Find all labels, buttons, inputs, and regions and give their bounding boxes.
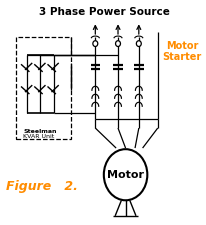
Text: Steelman: Steelman (23, 129, 57, 134)
Text: Motor
Starter: Motor Starter (163, 40, 202, 62)
Text: Motor: Motor (107, 170, 144, 180)
Circle shape (116, 41, 121, 47)
Circle shape (104, 149, 147, 200)
Circle shape (93, 41, 98, 47)
Text: KVAR Unit: KVAR Unit (23, 134, 55, 139)
Bar (16, 37, 71, 139)
Text: 3 Phase Power Source: 3 Phase Power Source (39, 7, 170, 17)
Text: Figure   2.: Figure 2. (6, 180, 78, 194)
Circle shape (136, 41, 141, 47)
